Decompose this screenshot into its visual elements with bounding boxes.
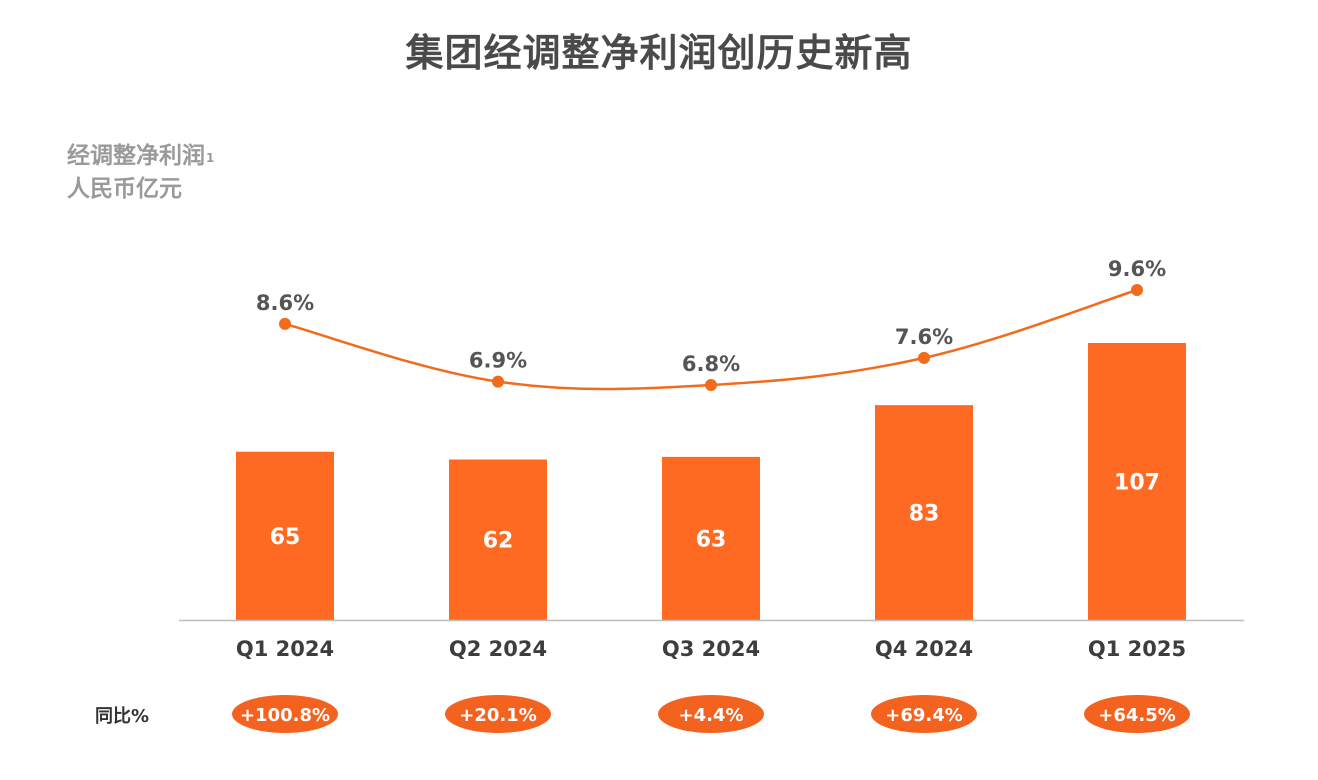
bar-value-label: 107 (1114, 471, 1160, 496)
margin-point-label: 6.8% (682, 352, 740, 376)
bar (1088, 343, 1186, 620)
metric-name-line: 经调整净利润1 (67, 140, 214, 173)
metric-caption: 经调整净利润1 人民币亿元 (67, 140, 214, 206)
bar (236, 451, 334, 620)
x-tick-label: Q1 2025 (1088, 637, 1186, 661)
yoy-badge-label: +100.8% (240, 705, 330, 726)
bar-value-label: 62 (483, 529, 514, 554)
yoy-badge (1084, 695, 1190, 733)
margin-point (705, 379, 717, 391)
x-tick-label: Q1 2024 (236, 637, 334, 661)
metric-unit: 人民币亿元 (67, 176, 182, 202)
margin-point (492, 375, 504, 388)
x-tick-label: Q4 2024 (875, 637, 973, 661)
metric-footnote: 1 (206, 151, 215, 165)
yoy-badge-label: +20.1% (459, 705, 537, 726)
margin-point-label: 6.9% (469, 349, 527, 373)
bar-value-label: 83 (909, 502, 940, 527)
bar (662, 456, 760, 620)
yoy-badge-label: +69.4% (885, 705, 963, 726)
margin-point (279, 317, 291, 330)
margin-point (918, 351, 930, 364)
bar (875, 405, 973, 620)
bar (449, 459, 547, 620)
margin-point-label: 9.6% (1108, 257, 1166, 281)
metric-name: 经调整净利润 (67, 143, 205, 169)
bar-value-label: 65 (270, 525, 301, 550)
x-tick-label: Q3 2024 (662, 637, 760, 661)
yoy-badge (445, 695, 551, 733)
margin-point-label: 7.6% (895, 325, 953, 349)
margin-point (1131, 284, 1143, 296)
yoy-badge (658, 695, 764, 733)
yoy-badge-label: +4.4% (678, 705, 743, 726)
yoy-row-label: 同比% (95, 706, 150, 727)
bar-value-label: 63 (696, 527, 727, 552)
margin-point-label: 8.6% (256, 291, 314, 315)
yoy-badge (871, 695, 977, 733)
x-tick-label: Q2 2024 (449, 637, 547, 661)
chart-title: 集团经调整净利润创历史新高 (405, 31, 913, 75)
yoy-badge-label: +64.5% (1098, 705, 1176, 726)
yoy-badge (232, 695, 338, 733)
